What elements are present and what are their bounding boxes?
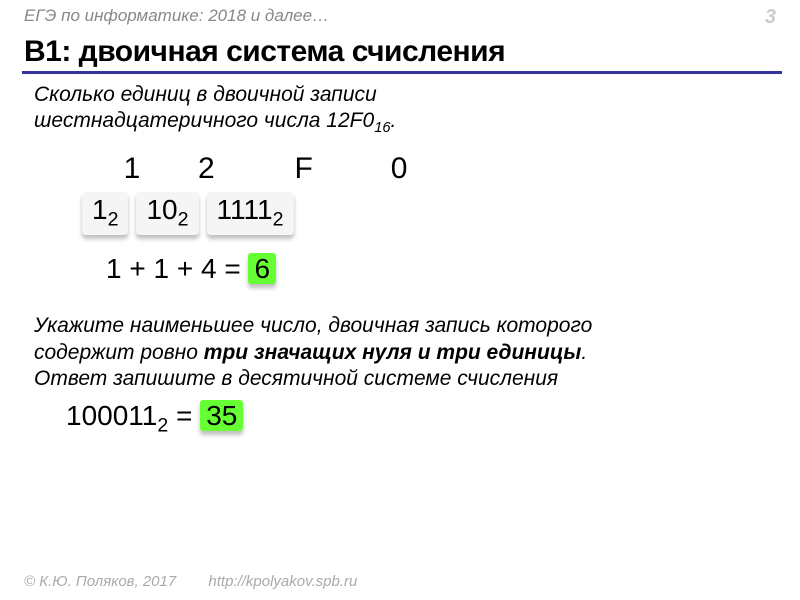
ans-eq: = [168, 400, 200, 431]
ans-dec: 35 [200, 400, 243, 431]
problem1-text: Сколько единиц в двоичной записи шестнад… [34, 82, 760, 138]
bin-box-1: 102 [136, 192, 198, 236]
hex-digits-row: 1 2 F 0 [34, 152, 760, 186]
p2-line1: Укажите наименьшее число, двоичная запис… [34, 314, 592, 337]
footer-url[interactable]: http://kpolyakov.spb.ru [208, 573, 357, 590]
p1-tail: . [391, 109, 397, 132]
bin-box-0: 12 [82, 192, 128, 236]
content: Сколько единиц в двоичной записи шестнад… [0, 74, 800, 438]
bin-val-2: 1111 [217, 194, 273, 225]
ans-bin: 100011 [66, 400, 157, 431]
sum-result: 6 [248, 253, 276, 284]
binary-boxes-row: 12 102 11112 [34, 192, 760, 236]
bin-sub-1: 2 [178, 208, 189, 230]
slide: ЕГЭ по информатике: 2018 и далее… 3 B1: … [0, 0, 800, 600]
hex-d0: 1 [106, 152, 160, 186]
p2-line2c: . [581, 341, 587, 364]
p1-line1: Сколько единиц в двоичной записи [34, 83, 377, 106]
header: ЕГЭ по информатике: 2018 и далее… 3 [0, 0, 800, 31]
bin-sub-2: 2 [273, 208, 284, 230]
ans-sub: 2 [157, 415, 168, 437]
bin-box-2: 11112 [207, 192, 294, 236]
answer2-row: 1000112 = 35 [34, 400, 760, 438]
footer: © К.Ю. Поляков, 2017 http://kpolyakov.sp… [24, 573, 357, 590]
copyright: © К.Ю. Поляков, 2017 [24, 573, 176, 590]
breadcrumb: ЕГЭ по информатике: 2018 и далее… [24, 6, 329, 29]
hex-d2: F [255, 152, 355, 186]
bin-val-0: 1 [92, 194, 108, 225]
page-number: 3 [765, 6, 776, 29]
p1-sub: 16 [374, 120, 390, 136]
problem2-text: Укажите наименьшее число, двоичная запис… [34, 313, 760, 392]
p2-line3: Ответ запишите в десятичной системе счис… [34, 367, 558, 390]
title-row: B1: двоичная система счисления [0, 31, 800, 69]
sum-row: 1 + 1 + 4 = 6 [34, 253, 760, 285]
slide-title: B1: двоичная система счисления [24, 35, 776, 69]
sum-prefix: 1 + 1 + 4 = [106, 253, 248, 284]
p2-line2b: три значащих нуля и три единицы [204, 341, 582, 364]
hex-d1: 2 [170, 152, 244, 186]
p2-line2a: содержит ровно [34, 341, 204, 364]
bin-val-1: 10 [146, 194, 177, 225]
p1-line2: шестнадцатеричного числа 12F0 [34, 109, 374, 132]
bin-sub-0: 2 [108, 208, 119, 230]
hex-d3: 0 [365, 152, 435, 186]
